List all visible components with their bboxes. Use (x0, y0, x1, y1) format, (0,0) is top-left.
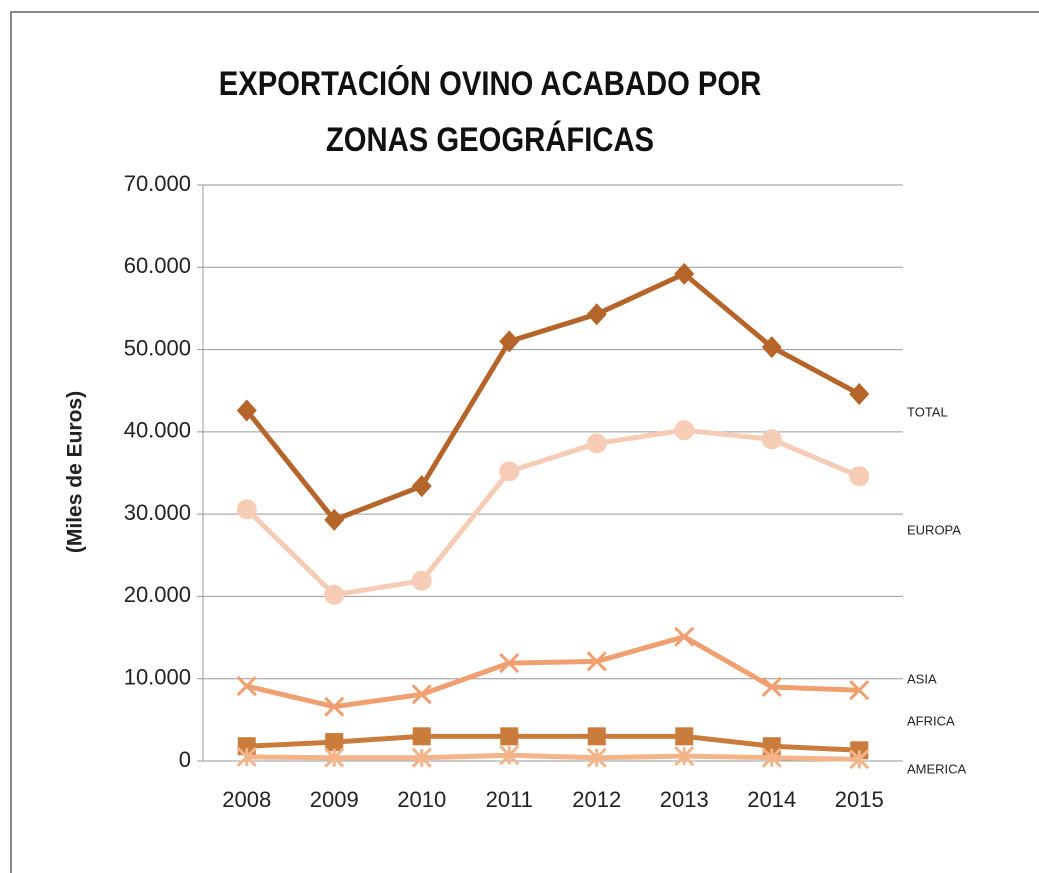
marker (411, 684, 432, 705)
x-tick-label: 2012 (572, 787, 621, 812)
marker (236, 676, 257, 697)
marker (412, 727, 431, 746)
marker (499, 745, 520, 766)
x-tick-label: 2010 (397, 787, 446, 812)
frame (10, 11, 1039, 873)
marker (324, 747, 345, 768)
marker (674, 626, 695, 647)
marker (675, 727, 694, 746)
marker (324, 508, 345, 531)
y-tick-label: 10.000 (124, 665, 191, 690)
marker (586, 303, 607, 326)
legend-label: AMERICA (907, 761, 967, 776)
marker (849, 680, 870, 701)
marker (324, 584, 345, 605)
marker (324, 696, 345, 717)
y-tick-label: 70.000 (124, 171, 191, 196)
marker (674, 420, 695, 441)
y-tick-label: 60.000 (124, 253, 191, 278)
marker (236, 499, 257, 520)
series-line (246, 634, 860, 710)
marker (849, 466, 870, 487)
legend-label: AFRICA (907, 713, 955, 728)
marker (849, 749, 870, 770)
marker (499, 461, 520, 482)
marker (762, 737, 781, 756)
y-tick-label: 30.000 (124, 500, 191, 525)
chart-title: EXPORTACIÓN OVINO ACABADO POR ZONAS GEOG… (218, 65, 762, 159)
y-tick-label: 50.000 (124, 335, 191, 360)
series-line (244, 271, 861, 523)
x-tick-label: 2008 (222, 787, 271, 812)
y-tick-label: 40.000 (124, 418, 191, 443)
series-line (246, 752, 860, 762)
marker (586, 651, 607, 672)
y-tick-label: 0 (179, 747, 191, 772)
legend-label: EUROPA (907, 522, 961, 537)
marker (761, 747, 782, 768)
marker (236, 746, 257, 767)
marker (325, 733, 344, 752)
x-tick-label: 2011 (486, 787, 533, 812)
marker (761, 429, 782, 450)
series-line (245, 427, 861, 598)
marker (236, 399, 257, 422)
x-tick-label: 2009 (310, 787, 359, 812)
x-tick-label: 2014 (747, 787, 796, 812)
x-tick-label: 2013 (660, 787, 709, 812)
marker (411, 747, 432, 768)
y-tick-label: 20.000 (124, 582, 191, 607)
legend-label: ASIA (907, 671, 937, 686)
series-line (246, 733, 860, 753)
marker (586, 747, 607, 768)
marker (674, 746, 695, 767)
marker (499, 330, 520, 353)
marker (500, 727, 519, 746)
marker (411, 475, 432, 498)
legend-label: TOTAL (907, 404, 948, 419)
marker (849, 383, 870, 406)
marker (586, 433, 607, 454)
marker (761, 676, 782, 698)
y-axis-label: (Miles de Euros) (64, 391, 87, 553)
marker (674, 262, 695, 285)
marker (761, 336, 782, 359)
marker (499, 653, 520, 674)
marker (587, 727, 606, 746)
x-tick-label: 2015 (835, 787, 884, 812)
marker (411, 570, 432, 591)
